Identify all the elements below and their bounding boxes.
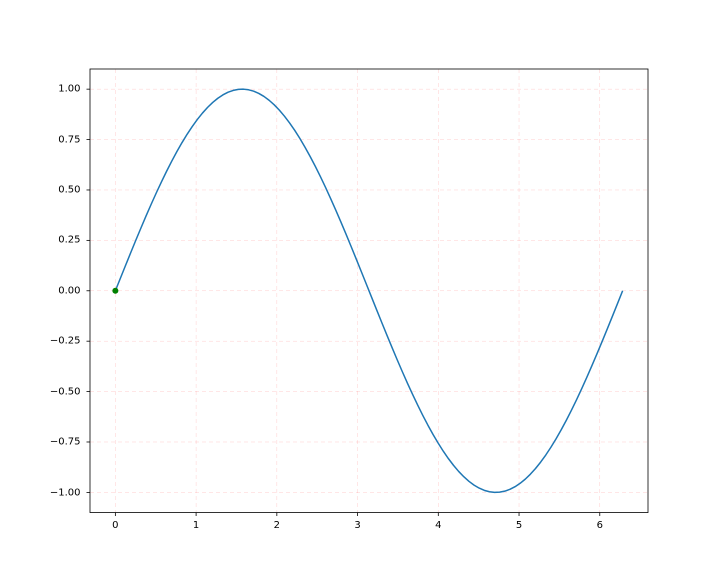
y-tick-label: 0.25 (58, 235, 80, 246)
data-marker (112, 288, 118, 294)
x-tick-label: 1 (193, 520, 199, 531)
y-tick-label: −0.75 (50, 437, 81, 448)
y-tick-label: 0.75 (58, 134, 80, 145)
y-tick-label: 0.00 (58, 285, 80, 296)
y-tick-label: 0.50 (58, 185, 80, 196)
chart-axes (90, 69, 648, 513)
x-tick-label: 4 (435, 520, 441, 531)
x-tick-label: 2 (274, 520, 280, 531)
x-tick-label: 5 (516, 520, 522, 531)
chart-figure: 0 1 2 3 4 5 6 −1.00 −0.75 −0.50 −0.25 0.00 0.25 0.50… (0, 0, 720, 576)
y-tick-label: −0.25 (50, 336, 81, 347)
x-tick-label: 6 (597, 520, 603, 531)
y-tick-labels: −1.00 −0.75 −0.50 −0.25 0.00 0.25 0.50 0.75 1.00 (0, 69, 87, 513)
x-tick-label: 3 (354, 520, 360, 531)
x-tick-labels: 0 1 2 3 4 5 6 (90, 516, 648, 536)
y-tick-label: 1.00 (58, 84, 80, 95)
x-tick-label: 0 (112, 520, 118, 531)
y-tick-label: −1.00 (50, 487, 81, 498)
y-tick-label: −0.50 (50, 386, 81, 397)
